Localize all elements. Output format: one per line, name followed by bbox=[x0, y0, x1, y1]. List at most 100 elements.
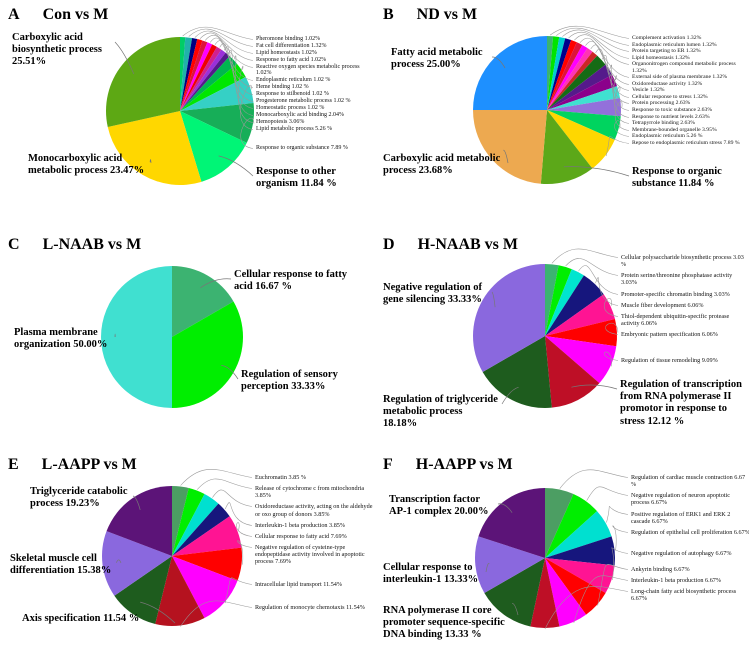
panel-letter: D bbox=[383, 236, 395, 253]
pie-chart-lnaab-vs-m bbox=[101, 266, 244, 408]
slice-label-bold: Axis specification 11.54 % bbox=[22, 613, 140, 624]
pie-slice bbox=[482, 336, 552, 408]
slice-callout-list: Regulation of cardiac muscle contraction… bbox=[631, 474, 749, 603]
slice-label-bold: Regulation of transcription from RNA pol… bbox=[620, 379, 742, 427]
pie-slice bbox=[473, 36, 547, 110]
pie-slice bbox=[545, 264, 559, 336]
slice-label-bold: Negative regulation of gene silencing 33… bbox=[383, 282, 482, 306]
leader-line bbox=[544, 586, 629, 630]
leader-line bbox=[614, 86, 630, 124]
leader-line bbox=[224, 502, 253, 526]
pie-slice bbox=[547, 40, 577, 110]
slice-label-small: Fat cell differentiation 1.32% bbox=[256, 42, 327, 49]
pie-slice bbox=[172, 547, 243, 581]
leader-line bbox=[611, 547, 629, 581]
pie-slice bbox=[105, 36, 180, 128]
slice-label-small: Endoplasmic reticulum 5.26 % bbox=[632, 133, 703, 140]
leader-line bbox=[196, 478, 253, 490]
panel-letter: F bbox=[383, 456, 393, 473]
leader-line bbox=[497, 503, 513, 513]
panel-title: E L-AAPP vs M bbox=[8, 456, 137, 474]
pie-slice bbox=[106, 486, 172, 556]
slice-label-small: Tetrapyrrole binding 2.63% bbox=[632, 120, 695, 127]
pie-slice bbox=[547, 42, 583, 110]
slice-label-bold: Regulation of sensory perception 33.33% bbox=[241, 369, 338, 393]
slice-label-small: Positive regulation of ERK1 and ERK 2 ca… bbox=[631, 510, 731, 525]
panel-title: F H-AAPP vs M bbox=[383, 456, 513, 474]
leader-line bbox=[228, 50, 254, 109]
leader-line bbox=[485, 563, 490, 573]
leader-line bbox=[603, 298, 619, 317]
leader-line bbox=[511, 602, 519, 616]
pie-slice bbox=[180, 37, 193, 111]
pie-slice bbox=[172, 556, 238, 618]
panel-comparison-name: Con vs M bbox=[42, 6, 109, 23]
panel-title: C L-NAAB vs M bbox=[8, 236, 141, 254]
leader-line bbox=[204, 34, 254, 68]
panel-hnaab-vs-m: D H-NAAB vs M Cellular polysaccharide bio… bbox=[375, 230, 749, 450]
panel-comparison-name: H-NAAB vs M bbox=[417, 236, 518, 253]
leader-line bbox=[212, 489, 253, 507]
leader-line bbox=[590, 44, 630, 91]
pie-slice bbox=[545, 536, 615, 566]
leader-line bbox=[597, 564, 629, 606]
leader-line bbox=[182, 26, 254, 40]
leader-line bbox=[236, 522, 253, 537]
pie-slice bbox=[545, 269, 584, 336]
pie-slice bbox=[545, 336, 617, 384]
slice-label-bold: Carboxylic acid metabolic process 23.68% bbox=[383, 153, 501, 177]
pie-slice bbox=[172, 486, 189, 556]
slice-label-small: Progesterone metabolic process 1.02 % bbox=[256, 98, 351, 105]
leader-line bbox=[573, 575, 629, 623]
slice-label-bold: Transcription factor AP-1 complex 20.00% bbox=[389, 494, 489, 518]
slice-label-small: Homeostatic process 1.02 % bbox=[256, 104, 325, 111]
pie-slice bbox=[473, 264, 545, 372]
leader-line bbox=[556, 27, 630, 46]
pie-slice bbox=[180, 52, 230, 111]
panel-comparison-name: ND vs M bbox=[416, 6, 478, 23]
slice-label-small: Regulation of epithelial cell proliferat… bbox=[631, 528, 749, 536]
pie-slice bbox=[180, 63, 246, 111]
pie-slice bbox=[545, 336, 600, 408]
pie-slice bbox=[545, 294, 615, 336]
slice-label-bold: Cellular response to interleukin-1 13.33… bbox=[383, 562, 479, 586]
leader-line bbox=[199, 32, 254, 61]
slice-label-small: Regulation of monocyte chemotaxis 11.54% bbox=[255, 604, 365, 612]
leader-line bbox=[551, 248, 619, 264]
panel-nd-vs-m: B ND vs M Complement activation 1.32% Endo… bbox=[375, 0, 749, 230]
leader-line bbox=[214, 40, 254, 88]
slice-label-small: Lipid homeostasis 1.32% bbox=[632, 54, 690, 61]
slice-label-small: Monocarboxylic acid binding 2.04% bbox=[256, 111, 344, 118]
leader-line bbox=[491, 56, 506, 69]
pie-slice bbox=[172, 266, 234, 337]
pie-slice bbox=[172, 488, 205, 556]
leader-line bbox=[602, 55, 630, 104]
leader-line bbox=[603, 351, 619, 367]
leader-line bbox=[188, 28, 254, 47]
pie-slice bbox=[180, 111, 247, 182]
slice-label-bold: Carboxylic acid biosynthetic process 25.… bbox=[12, 32, 102, 68]
slice-label-small: Endoplasmic reticulum lumen 1.32% bbox=[632, 41, 717, 48]
slice-label-small: Intracellular lipid transport 11.54% bbox=[255, 581, 343, 589]
leader-line bbox=[613, 75, 630, 118]
slice-label-small: Ankyrin binding 6.67% bbox=[631, 566, 690, 573]
slice-label-small: Oxidoreductase activity 1.32% bbox=[632, 80, 703, 87]
pie-slice bbox=[547, 35, 554, 110]
leader-line bbox=[606, 506, 629, 523]
pie-slice bbox=[545, 558, 615, 594]
pie-chart-con-vs-m bbox=[105, 26, 255, 186]
slice-label-small: Pheromone binding 1.02% bbox=[256, 36, 321, 42]
slice-label-small: Response to toxic substance 2.63% bbox=[632, 107, 713, 114]
leader-line bbox=[501, 386, 519, 405]
slice-label-bold: Skeletal muscle cell differentiation 15.… bbox=[10, 553, 112, 577]
pie-slice bbox=[547, 74, 618, 110]
pie-slice bbox=[114, 556, 172, 624]
slice-label-small: Cellular response to fatty acid 7.69% bbox=[255, 532, 347, 540]
pie-slice bbox=[547, 110, 621, 140]
pie-slice bbox=[478, 488, 545, 558]
leader-line bbox=[237, 540, 253, 565]
slice-label-small: Regulation of tissue remodeling 9.09% bbox=[621, 357, 718, 365]
pie-slice bbox=[473, 109, 547, 184]
leader-line bbox=[180, 600, 253, 627]
leader-line bbox=[132, 495, 141, 510]
